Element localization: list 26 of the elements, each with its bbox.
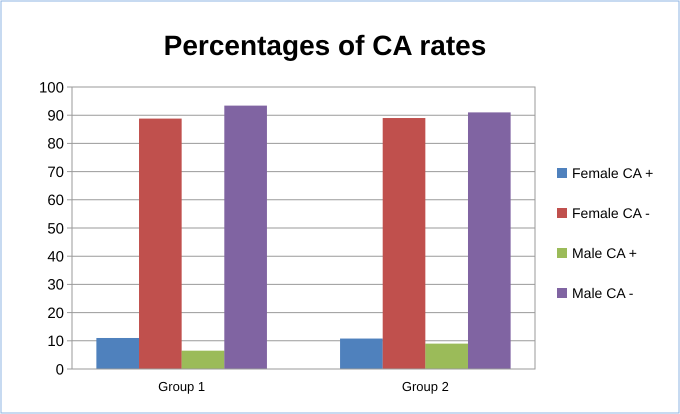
bar: [139, 118, 182, 369]
y-tick-label: 60: [47, 192, 64, 210]
y-tick-label: 40: [47, 248, 64, 266]
bar: [425, 344, 468, 369]
y-tick-label: 0: [56, 361, 64, 378]
y-tick-label: 50: [47, 220, 64, 238]
legend-label: Male CA -: [572, 284, 634, 301]
y-tick-label: 70: [47, 164, 64, 181]
bar: [182, 350, 224, 369]
bar: [96, 338, 140, 369]
y-tick-label: 80: [47, 136, 64, 153]
x-tick-label: Group 2: [402, 379, 449, 394]
y-tick-label: 100: [38, 79, 64, 96]
y-tick-label: 30: [47, 276, 64, 294]
y-tick-label: 20: [47, 304, 64, 322]
legend-label: Male CA +: [572, 244, 637, 261]
legend-label: Female CA -: [572, 204, 650, 221]
bar: [468, 112, 511, 369]
bar: [340, 338, 383, 369]
chart-title: Percentages of CA rates: [164, 30, 486, 61]
x-tick-label: Group 1: [158, 379, 206, 394]
bar: [382, 118, 426, 369]
bar: [224, 106, 267, 369]
y-tick-label: 90: [47, 107, 64, 124]
legend-label: Female CA +: [572, 164, 654, 181]
y-tick-label: 10: [47, 333, 64, 350]
